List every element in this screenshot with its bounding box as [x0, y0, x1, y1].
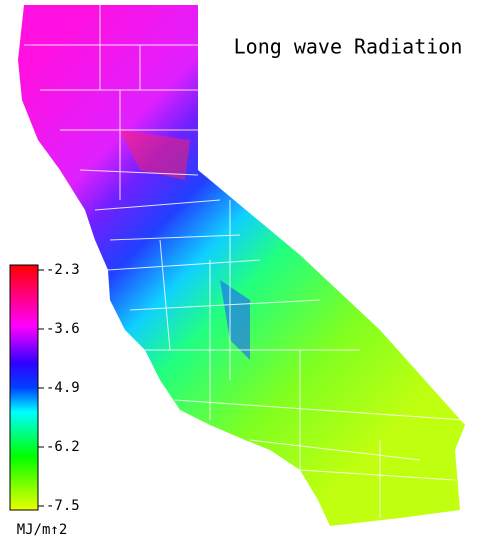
legend-tick-label: -3.6: [46, 321, 80, 337]
county-lines: [24, 5, 466, 518]
california-map: [18, 5, 466, 526]
color-legend: MJ/m↑2 -2.3 -3.6 -4.9 -6.2 -7.5: [9, 262, 80, 538]
legend-tick-label: -2.3: [46, 262, 80, 278]
hotspot: [120, 130, 190, 180]
valley: [220, 280, 250, 360]
legend-tick-label: -7.5: [46, 498, 80, 514]
map-title: Long wave Radiation: [234, 35, 463, 59]
color-bar: [9, 264, 39, 511]
legend-tick-label: -6.2: [46, 439, 80, 455]
legend-unit: MJ/m↑2: [17, 522, 68, 538]
legend-tick-label: -4.9: [46, 380, 80, 396]
state-shape: [18, 5, 465, 526]
